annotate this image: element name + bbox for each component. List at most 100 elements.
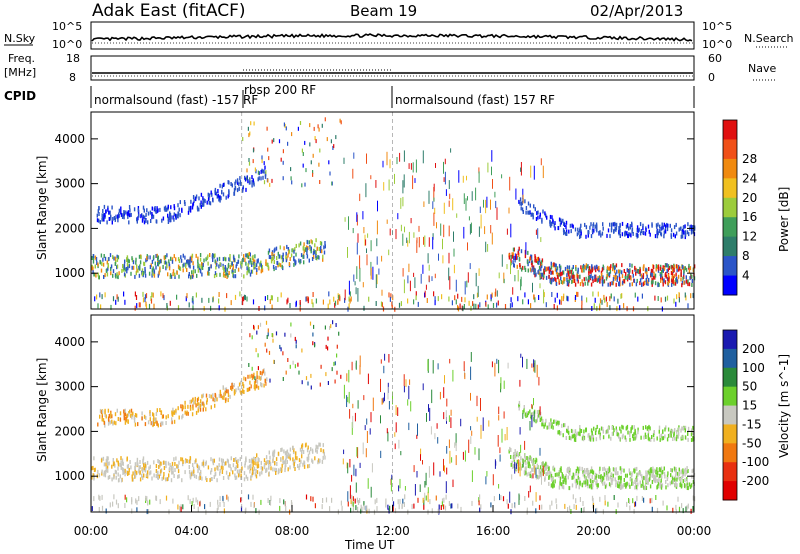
data-point [284,332,286,337]
data-point [235,179,237,184]
data-point [567,429,569,434]
data-point [486,471,488,477]
data-point [597,277,600,282]
data-point [629,484,631,489]
data-point [261,155,263,160]
data-point [177,305,180,311]
data-point [134,422,137,427]
data-point [656,478,658,483]
data-point [636,278,638,283]
data-point [129,409,131,414]
data-point [210,470,212,475]
data-point [580,429,583,433]
data-point [185,296,187,302]
data-point [548,481,550,486]
data-point [187,404,189,409]
beam-label: Beam 19 [350,2,417,20]
data-point [513,256,515,260]
data-point [538,474,540,479]
data-point [428,237,430,247]
data-point [610,475,612,480]
data-point [570,428,573,433]
data-point [214,393,217,398]
data-point [548,469,551,474]
data-point [101,261,103,266]
data-point [608,434,610,439]
data-point [118,478,120,483]
data-point [100,304,102,310]
data-point [177,469,180,474]
data-point [258,266,260,271]
data-point [428,264,430,271]
data-point [192,269,195,274]
data-point [618,484,620,489]
data-point [327,346,329,351]
data-point [119,411,122,416]
data-point [231,382,233,387]
data-point [659,224,661,229]
data-point [412,175,414,190]
data-point [536,418,538,423]
data-point [248,260,250,265]
data-point [170,465,172,470]
data-point [229,265,231,270]
data-point [485,199,487,214]
data-point [370,240,372,252]
data-point [244,258,246,263]
data-point [105,209,107,214]
data-point [237,267,240,272]
data-point [132,471,134,476]
data-point [567,270,570,275]
data-point [259,471,261,476]
data-point [487,162,489,173]
data-point [115,475,117,480]
data-point [625,426,627,431]
data-point [603,294,605,300]
data-point [159,259,162,264]
data-point [351,474,353,482]
data-point [127,210,130,215]
data-point [133,471,136,476]
data-point [214,471,217,476]
data-point [149,210,152,215]
data-point [172,215,174,220]
data-point [497,300,499,306]
data-point [498,359,500,374]
colorbar-tick-label: -15 [742,417,762,431]
data-point [138,265,140,270]
data-point [561,423,563,428]
data-point [318,247,320,251]
data-point [402,196,404,207]
data-point [642,478,644,483]
data-point [409,379,411,385]
data-point [676,294,678,300]
data-point [349,298,351,304]
data-point [236,178,239,183]
data-point [107,475,110,480]
data-point [226,494,228,500]
data-point [296,456,298,461]
data-point [252,178,254,183]
data-point [639,480,641,485]
data-point [682,225,685,230]
data-point [520,201,523,206]
data-point [686,478,688,483]
data-point [332,320,334,325]
data-point [279,467,282,472]
data-point [324,325,326,330]
data-point [272,264,275,269]
data-point [444,375,445,384]
data-point [225,461,227,466]
data-point [313,126,315,131]
data-point [536,410,539,414]
data-point [600,233,602,238]
data-point [198,266,200,270]
data-point [225,389,228,394]
data-point [355,482,357,493]
data-point [151,206,153,211]
data-point [106,458,108,462]
data-point [349,291,351,297]
data-point [562,433,564,438]
data-point [270,255,272,260]
